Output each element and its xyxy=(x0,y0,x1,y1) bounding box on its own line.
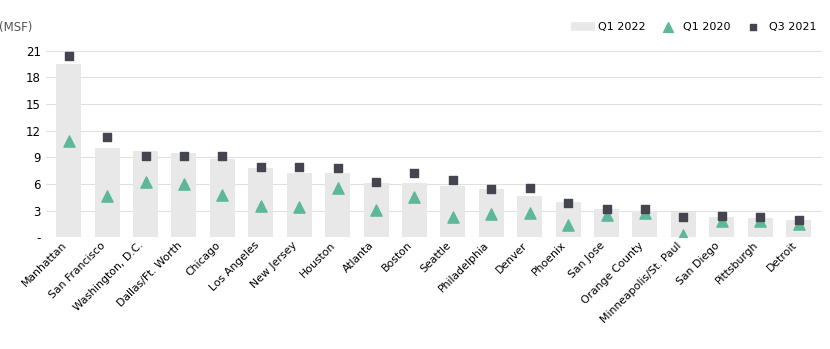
Bar xyxy=(286,173,312,237)
Bar xyxy=(632,211,657,237)
Point xyxy=(523,186,536,191)
Bar xyxy=(210,159,235,237)
Point xyxy=(792,217,805,222)
Point xyxy=(447,214,460,220)
Bar xyxy=(517,195,542,237)
Bar xyxy=(594,209,619,237)
Point xyxy=(62,53,76,59)
Bar xyxy=(479,190,504,237)
Point xyxy=(216,192,229,198)
Point xyxy=(331,165,344,171)
Bar xyxy=(786,220,811,237)
Point xyxy=(676,214,690,220)
Point xyxy=(254,203,267,209)
Point xyxy=(408,171,421,176)
Point xyxy=(638,210,652,216)
Point xyxy=(715,213,729,219)
Bar xyxy=(710,217,735,237)
Text: (MSF): (MSF) xyxy=(0,21,32,34)
Point xyxy=(600,212,613,218)
Bar xyxy=(172,153,197,237)
Point xyxy=(792,221,805,227)
Point xyxy=(292,204,305,210)
Point xyxy=(100,134,114,140)
Point xyxy=(331,186,344,191)
Point xyxy=(447,177,460,183)
Bar xyxy=(364,183,388,237)
Point xyxy=(600,206,613,212)
Point xyxy=(754,218,767,224)
Bar xyxy=(555,202,581,237)
Point xyxy=(369,179,383,185)
Point xyxy=(216,153,229,158)
Bar xyxy=(402,183,427,237)
Point xyxy=(485,187,498,192)
Point xyxy=(100,193,114,198)
Point xyxy=(369,207,383,213)
Point xyxy=(562,200,575,206)
Point xyxy=(139,179,152,185)
Point xyxy=(292,164,305,170)
Point xyxy=(62,139,76,144)
Point xyxy=(754,214,767,220)
Point xyxy=(562,222,575,228)
Bar xyxy=(95,148,120,237)
Point xyxy=(638,206,652,212)
Bar xyxy=(748,218,773,237)
Point xyxy=(485,211,498,217)
Point xyxy=(178,153,191,158)
Bar xyxy=(133,151,158,237)
Point xyxy=(676,232,690,237)
Bar xyxy=(248,168,273,237)
Point xyxy=(715,218,729,224)
Point xyxy=(408,194,421,200)
Bar xyxy=(325,173,350,237)
Legend: Q1 2022, Q1 2020, Q3 2021: Q1 2022, Q1 2020, Q3 2021 xyxy=(571,22,816,32)
Point xyxy=(139,154,152,159)
Point xyxy=(178,181,191,187)
Point xyxy=(254,164,267,170)
Point xyxy=(523,210,536,216)
Bar xyxy=(56,64,81,237)
Bar xyxy=(441,186,466,237)
Bar xyxy=(671,213,696,237)
